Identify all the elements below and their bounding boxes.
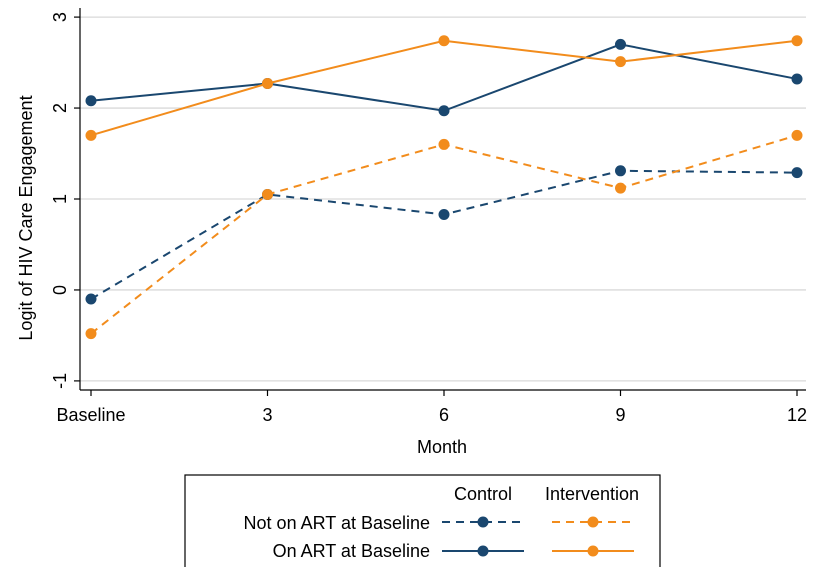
legend: Control Intervention Not on ART at Basel… [184,474,661,567]
y-tick-label: 2 [50,103,70,113]
data-point-intervention-not-on-art-at-baseline [262,188,273,200]
data-point-intervention-not-on-art-at-baseline [791,129,803,141]
data-point-intervention-not-on-art-at-baseline [85,328,97,340]
x-tick-label: 3 [262,405,272,425]
x-tick-label: 6 [439,405,449,425]
data-point-control-not-on-art-at-baseline [615,165,626,177]
y-tick-label: 3 [50,12,70,22]
data-point-control-on-art-at-baseline [615,38,626,50]
y-tick-label: 0 [50,285,70,295]
legend-column-control: Control [454,484,512,504]
legend-row-not-on-art: Not on ART at Baseline [244,513,430,533]
x-tick-label: 12 [787,405,807,425]
x-tick-label: Baseline [56,405,125,425]
x-axis-title: Month [417,437,467,457]
data-point-intervention-not-on-art-at-baseline [438,138,450,150]
data-point-intervention-on-art-at-baseline [85,129,97,141]
data-point-intervention-on-art-at-baseline [791,35,803,47]
series-group [85,35,803,340]
data-point-intervention-on-art-at-baseline [615,56,626,68]
legend-row-on-art: On ART at Baseline [273,541,430,561]
legend-key-marker-intervention-on-art-at-baseline [587,545,599,557]
data-point-control-on-art-at-baseline [791,73,803,85]
legend-key-marker-control-not-on-art-at-baseline [477,516,489,528]
data-point-intervention-on-art-at-baseline [262,77,273,89]
x-tick-label: 9 [615,405,625,425]
y-tick-label: -1 [50,373,70,389]
data-point-control-on-art-at-baseline [85,95,97,107]
data-point-intervention-on-art-at-baseline [438,35,450,47]
axes [74,8,806,396]
data-point-control-not-on-art-at-baseline [791,167,803,179]
y-axis-title: Logit of HIV Care Engagement [16,95,36,340]
y-tick-label: 1 [50,194,70,204]
data-point-control-not-on-art-at-baseline [438,208,450,220]
legend-key-marker-intervention-not-on-art-at-baseline [587,516,599,528]
legend-column-intervention: Intervention [545,484,639,504]
legend-key-marker-control-on-art-at-baseline [477,545,489,557]
data-point-intervention-not-on-art-at-baseline [615,182,626,194]
legend-keys [442,516,634,557]
data-point-control-not-on-art-at-baseline [85,293,97,305]
data-point-control-on-art-at-baseline [438,105,450,117]
